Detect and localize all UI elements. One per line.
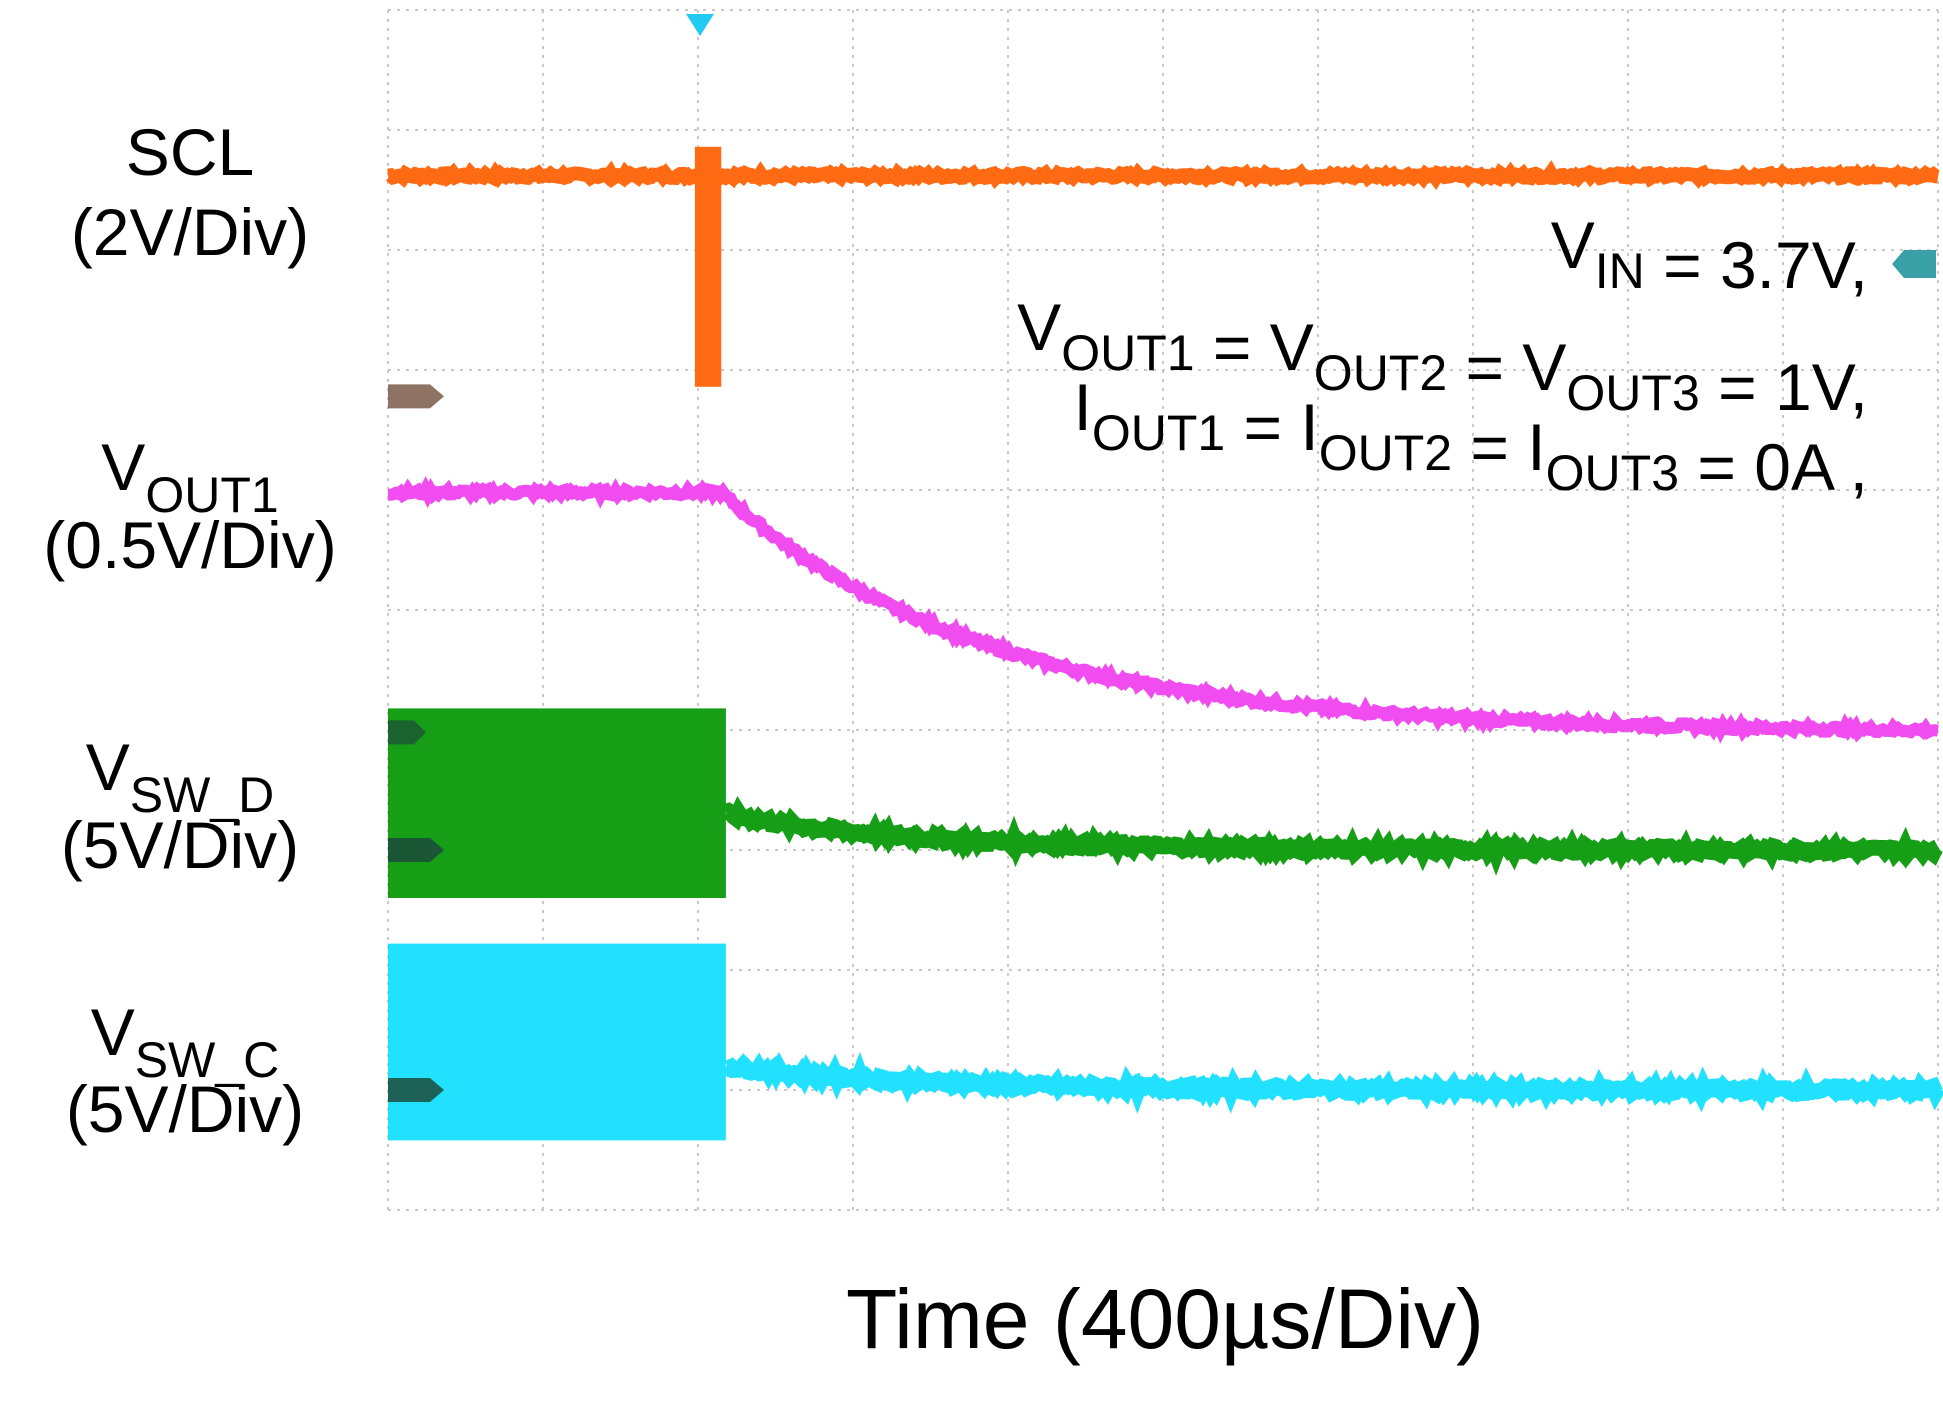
scl-line [385,160,1940,191]
annotation-main: = 0A , [1679,430,1868,504]
post-switch-line [721,1051,1943,1114]
annotation-main: = V [1447,330,1566,404]
annotation-sub: OUT1 [1061,325,1194,381]
annotation-vin: VIN = 3.7V, [1551,208,1868,302]
channel-name-main: V [101,430,145,504]
annotation-main: = I [1452,410,1546,484]
channel-name: VSW_C [91,995,280,1088]
channel-name-main: V [86,730,130,804]
annotation-iout: IOUT1 = IOUT2 = IOUT3 = 0A , [1073,370,1868,504]
x-axis-label: Time (400µs/Div) [846,1272,1484,1366]
trace-scl [385,146,1940,387]
post-switch-line [723,796,1943,876]
channel-labels: SCL(2V/Div)VOUT1(0.5V/Div)VSW_D(5V/Div)V… [43,115,336,1146]
annotation-main: V [1551,208,1595,282]
annotation-main: V [1017,290,1061,364]
channel-name-sub: OUT1 [145,467,278,523]
channel-label-scl: SCL(2V/Div) [71,115,309,269]
annotation-vout: VOUT1 = VOUT2 = VOUT3 = 1V, [1017,290,1868,424]
switching-band [388,708,726,898]
channel-name: VOUT1 [101,430,278,523]
annotation-sub: OUT1 [1092,405,1225,461]
channel-scale: (5V/Div) [61,808,299,882]
channel-scale: (0.5V/Div) [43,508,336,582]
channel-scale: (2V/Div) [71,195,309,269]
channel-label-vout1: VOUT1(0.5V/Div) [43,430,336,582]
ground-marker [388,1078,444,1102]
trace-vsw-c [388,943,1943,1141]
channel-name-sub: SW_D [130,767,274,823]
channel-scale: (5V/Div) [66,1072,304,1146]
trace-vout1 [388,475,1939,744]
vout1-line [388,475,1939,744]
ground-marker [388,384,444,409]
traces [385,146,1943,1141]
trace-vsw-d [388,708,1943,898]
ground-marker [388,838,444,862]
channel-name: VSW_D [86,730,275,823]
channel-name-sub: SW_C [135,1032,279,1088]
channel-name-main: V [91,995,135,1069]
channel-label-vsw-c: VSW_C(5V/Div) [66,995,304,1146]
annotation-sub: OUT2 [1314,345,1447,401]
channel-marker [388,720,426,745]
channel-name-main: SCL [126,115,254,189]
channel-markers [388,250,1936,1102]
scl-pulse [694,146,722,387]
annotation-main: = I [1225,390,1319,464]
annotation-main: = V [1195,310,1314,384]
trigger-level-marker [1892,250,1936,278]
channel-label-vsw-d: VSW_D(5V/Div) [61,730,299,882]
annotation-main: I [1073,370,1091,444]
test-conditions: VIN = 3.7V, VOUT1 = VOUT2 = VOUT3 = 1V, … [1017,208,1868,504]
annotation-sub: OUT2 [1319,425,1452,481]
annotation-sub: OUT3 [1546,445,1679,501]
annotation-sub: IN [1595,243,1645,299]
annotation-main: = 3.7V, [1645,228,1868,302]
annotation-main: = 1V, [1700,350,1868,424]
annotation-sub: OUT3 [1566,365,1699,421]
channel-name: SCL [126,115,254,189]
switching-band [388,943,726,1141]
trigger-marker [686,14,714,36]
